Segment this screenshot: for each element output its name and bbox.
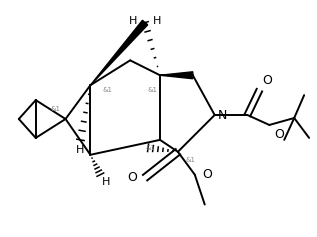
Text: &1: &1 xyxy=(51,106,61,112)
Text: &1: &1 xyxy=(145,145,155,151)
Polygon shape xyxy=(90,20,148,85)
Text: H: H xyxy=(129,16,137,26)
Text: H: H xyxy=(102,177,111,187)
Text: &1: &1 xyxy=(186,157,196,163)
Text: O: O xyxy=(274,128,284,141)
Text: H: H xyxy=(76,145,85,155)
Text: O: O xyxy=(262,74,272,87)
Text: O: O xyxy=(127,171,137,184)
Text: &1: &1 xyxy=(102,87,112,93)
Text: N: N xyxy=(218,109,227,122)
Polygon shape xyxy=(160,72,193,79)
Text: H: H xyxy=(153,16,161,26)
Text: O: O xyxy=(203,168,213,181)
Text: &1: &1 xyxy=(147,87,157,93)
